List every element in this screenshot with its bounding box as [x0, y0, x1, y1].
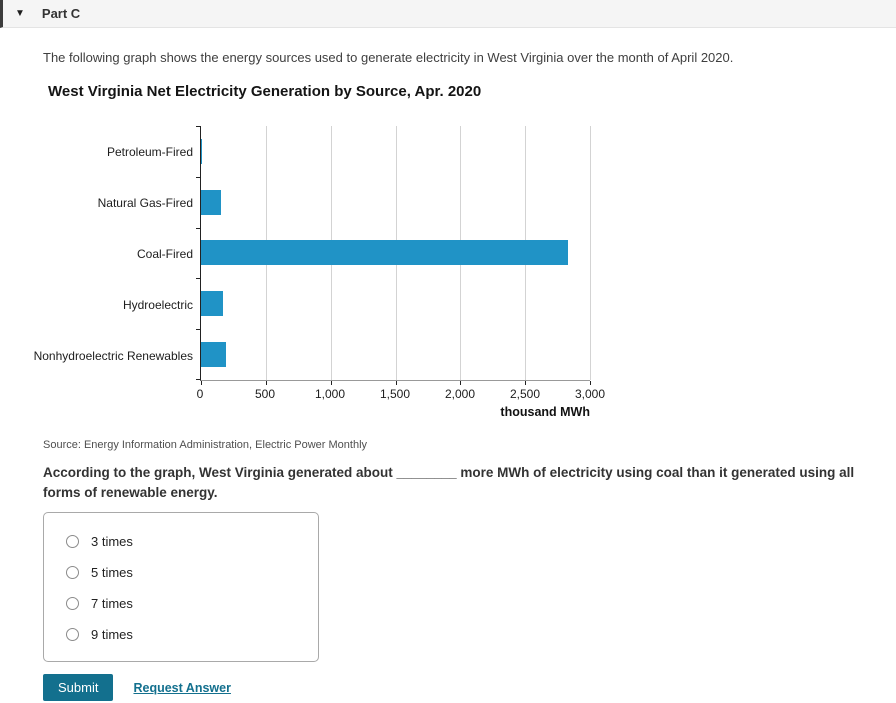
x-tick-label: 0 [196, 387, 204, 401]
question-text: According to the graph, West Virginia ge… [43, 465, 855, 500]
x-tick-mark [460, 381, 462, 385]
x-tick-mark [330, 381, 332, 385]
x-tick-mark [590, 381, 591, 385]
option-label: 7 times [91, 596, 133, 612]
radio-button-icon[interactable] [66, 628, 79, 642]
gridline [590, 126, 591, 380]
submit-button[interactable]: Submit [43, 674, 114, 702]
category-label: Nonhydroelectric Renewables [33, 348, 193, 363]
plot-area [196, 126, 591, 385]
x-tick-label: 3,000 [574, 387, 606, 401]
x-tick-mark [265, 381, 267, 385]
chart-row [201, 126, 590, 177]
chart-title: West Virginia Net Electricity Generation… [48, 83, 482, 100]
x-tick-mark [201, 381, 202, 385]
y-tick-mark [196, 329, 201, 331]
y-tick-mark [196, 379, 201, 380]
answer-option-2[interactable]: 5 times [66, 557, 308, 588]
x-axis-label: thousand MWh [500, 405, 590, 419]
y-tick-mark [196, 176, 201, 178]
x-tick-label: 2,500 [509, 387, 541, 401]
y-axis-labels: Petroleum-Fired Natural Gas-Fired Coal-Fir… [33, 126, 200, 419]
radio-button-icon[interactable] [66, 535, 79, 549]
collapse-caret-icon[interactable]: ▼ [15, 7, 25, 19]
answer-option-1[interactable]: 3 times [66, 526, 308, 557]
x-tick-label: 1,000 [314, 387, 345, 401]
radio-button-icon[interactable] [66, 566, 79, 580]
question-content: The following graph shows the energy sou… [0, 50, 896, 702]
option-label: 5 times [91, 565, 133, 581]
x-tick-label: 500 [254, 387, 275, 401]
bar-petroleum-fired [201, 138, 203, 164]
actions-row: Submit Request Answer [43, 674, 888, 702]
x-tick-label: 1,500 [379, 387, 411, 401]
chart-row [201, 329, 590, 380]
chart-row [201, 228, 590, 279]
chart-row [201, 177, 590, 228]
bar-nonhydroelectric-renewables [201, 342, 227, 368]
chart-row [201, 278, 590, 329]
y-tick-mark [196, 278, 201, 280]
category-label: Coal-Fired [136, 246, 193, 261]
x-tick-mark [395, 381, 397, 385]
bar-chart: Petroleum-Fired Natural Gas-Fired Coal-Fir… [33, 126, 888, 419]
category-label: Hydroelectric [122, 297, 193, 312]
source-note: Source: Energy Information Administratio… [43, 439, 368, 451]
y-tick-mark [196, 227, 201, 229]
option-label: 3 times [91, 534, 133, 550]
x-tick-mark [525, 381, 527, 385]
option-label: 9 times [91, 627, 133, 643]
intro-text: The following graph shows the energy sou… [43, 50, 734, 65]
answer-option-4[interactable]: 9 times [66, 619, 308, 650]
request-answer-link[interactable]: Request Answer [133, 680, 231, 695]
bar-natural-gas-fired [201, 189, 222, 215]
x-tick-label: 2,000 [444, 387, 475, 401]
category-label: Natural Gas-Fired [97, 195, 193, 210]
radio-button-icon[interactable] [66, 597, 79, 611]
y-tick-mark [196, 126, 201, 127]
x-axis-tick-labels: 0 500 1,000 1,500 2,000 2,500 3,000 [196, 387, 605, 402]
part-header[interactable]: ▼ Part C [0, 0, 896, 28]
bar-hydroelectric [201, 291, 224, 317]
part-title: Part C [41, 6, 81, 21]
answer-options-box: 3 times 5 times 7 times 9 times [43, 512, 319, 663]
plot-wrap: 0 500 1,000 1,500 2,000 2,500 3,000 thousand M… [196, 126, 605, 419]
category-label: Petroleum-Fired [106, 144, 193, 159]
answer-option-3[interactable]: 7 times [66, 588, 308, 619]
bar-coal-fired [201, 240, 568, 266]
